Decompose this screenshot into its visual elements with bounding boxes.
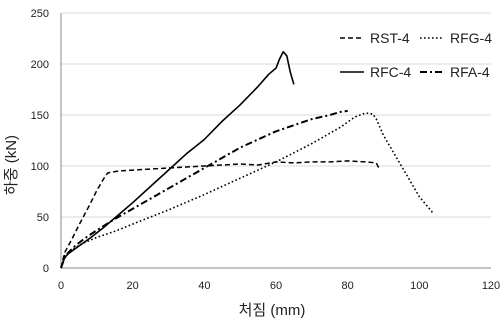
y-tick-label: 100 [31, 161, 49, 173]
x-tick-label: 120 [482, 280, 500, 292]
legend-label-rfg-4: RFG-4 [450, 30, 492, 46]
y-axis-title: 하중 (kN) [3, 135, 20, 195]
series-lines [60, 50, 435, 269]
x-tick-label: 60 [270, 280, 282, 292]
series-line-rfg-4 [60, 112, 435, 269]
x-tick-labels: 0 20 40 60 80 100 120 [58, 280, 500, 292]
series-line-rfc-4 [60, 50, 295, 269]
x-axis-title: 처짐 (mm) [239, 302, 306, 319]
y-tick-label: 250 [31, 8, 49, 20]
y-tick-label: 150 [31, 110, 49, 122]
series-line-rst-4 [60, 160, 381, 269]
x-tick-label: 0 [58, 280, 64, 292]
y-tick-label: 200 [31, 59, 49, 71]
x-tick-label: 20 [127, 280, 139, 292]
legend-label-rst-4: RST-4 [370, 30, 410, 46]
plot-axes [60, 13, 491, 269]
series-line-rfa-4 [60, 109, 348, 269]
x-tick-label: 40 [198, 280, 210, 292]
x-tick-label: 80 [342, 280, 354, 292]
legend: RST-4 RFG-4 RFC-4 RFA-4 [340, 30, 492, 80]
x-tick-label: 100 [410, 280, 428, 292]
y-tick-label: 50 [37, 212, 49, 224]
y-tick-labels: 0 50 100 150 200 250 [31, 8, 49, 275]
grid-lines [61, 12, 491, 218]
legend-label-rfa-4: RFA-4 [450, 64, 490, 80]
legend-label-rfc-4: RFC-4 [370, 64, 411, 80]
y-tick-label: 0 [43, 263, 49, 275]
